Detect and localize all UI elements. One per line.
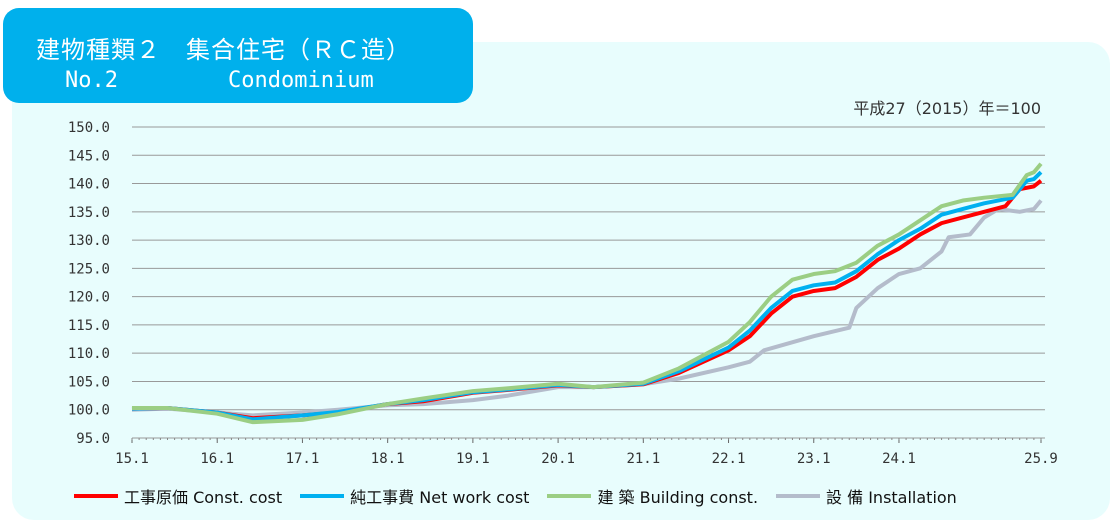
chart-panel [12, 42, 1110, 520]
legend-label: 建 築 Building const. [597, 488, 759, 507]
legend: 工事原価 Const. cost 純工事費 Net work cost 建 築 Bu… [74, 484, 957, 508]
x-tick-label: 15.1 [115, 451, 149, 467]
x-tick-label: 24.1 [882, 451, 916, 467]
legend-label: 純工事費 Net work cost [350, 488, 530, 507]
x-tick-label: 20.1 [541, 451, 575, 467]
legend-item: 純工事費 Net work cost [300, 484, 529, 508]
legend-swatch [74, 494, 118, 498]
legend-swatch [547, 494, 592, 498]
y-tick-label: 105.0 [68, 374, 110, 390]
y-tick-label: 130.0 [68, 233, 110, 249]
title-english: Condominium [228, 68, 374, 93]
x-tick-label: 18.1 [371, 451, 405, 467]
legend-item: 工事原価 Const. cost [74, 484, 282, 508]
legend-item: 建 築 Building const. [547, 484, 758, 508]
y-tick-label: 150.0 [68, 120, 110, 136]
series-line-2 [132, 162, 1043, 425]
y-tick-label: 135.0 [68, 205, 110, 221]
legend-label: 工事原価 Const. cost [124, 488, 283, 507]
title-number: No.2 [65, 68, 118, 93]
x-tick-label: 19.1 [456, 451, 490, 467]
series-line-3 [131, 199, 1043, 418]
legend-swatch [776, 494, 821, 498]
x-tick-label: 21.1 [626, 451, 660, 467]
x-tick-label: 22.1 [712, 451, 746, 467]
y-tick-label: 125.0 [68, 261, 110, 277]
y-tick-label: 115.0 [68, 318, 110, 334]
y-tick-label: 140.0 [68, 177, 110, 193]
legend-swatch [300, 494, 345, 498]
y-tick-label: 100.0 [68, 403, 110, 419]
title-japanese: 建物種類２ 集合住宅（ＲＣ造） [36, 36, 411, 64]
y-tick-label: 95.0 [76, 431, 110, 447]
series-line-0 [131, 179, 1043, 421]
y-tick-label: 110.0 [68, 346, 110, 362]
y-tick-label: 145.0 [68, 148, 110, 164]
series-line-1 [131, 170, 1043, 422]
x-tick-label: 16.1 [200, 451, 234, 467]
base-year-note: 平成27（2015）年＝100 [853, 99, 1041, 118]
title-banner: 建物種類２ 集合住宅（ＲＣ造） No.2 Condominium [3, 8, 473, 103]
x-tick-label: 23.1 [797, 451, 831, 467]
legend-label: 設 備 Installation [826, 488, 957, 507]
y-tick-label: 120.0 [68, 290, 110, 306]
x-tick-label: 25.9 [1024, 451, 1058, 467]
legend-item: 設 備 Installation [776, 484, 957, 508]
x-tick-label: 17.1 [286, 451, 320, 467]
